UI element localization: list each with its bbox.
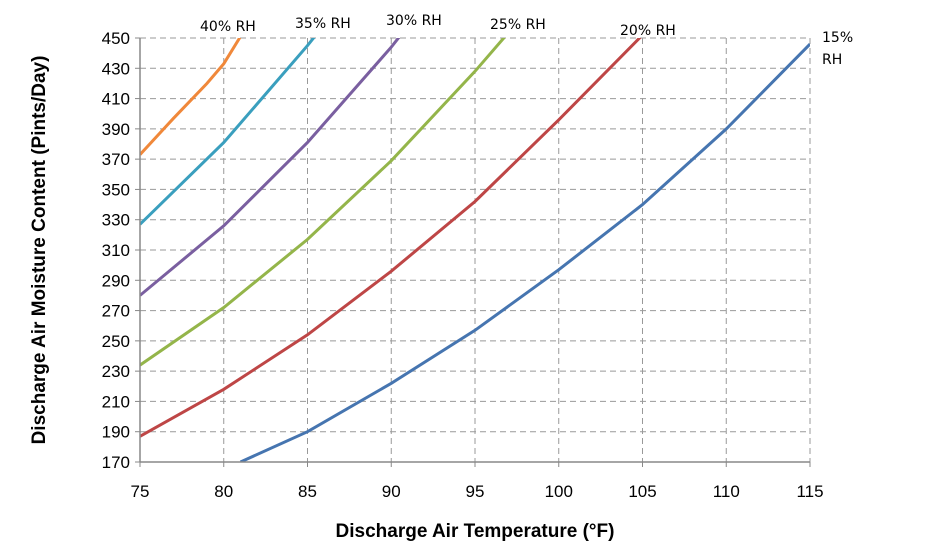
y-tick-label: 370 [102, 150, 130, 169]
x-tick-label: 115 [796, 482, 823, 501]
series-labels: 40% RH 35% RH 30% RH 25% RH 20% RH 15% RH [200, 13, 853, 68]
series-line-20-rh [140, 38, 642, 438]
series-line-15-rh [239, 43, 810, 462]
y-tick-label: 450 [102, 29, 130, 48]
series-line-25-rh [140, 38, 506, 367]
x-tick-label: 105 [628, 482, 656, 501]
y-tick-label: 230 [102, 362, 130, 381]
x-tick-label: 110 [713, 482, 740, 501]
x-tick-label: 85 [298, 482, 317, 501]
y-tick-label: 390 [102, 120, 130, 139]
x-tick-label: 100 [545, 482, 573, 501]
series-label: 30% RH [386, 13, 442, 29]
series-label: 25% RH [490, 17, 546, 33]
y-tick-label: 410 [102, 90, 130, 109]
x-tick-label: 90 [382, 482, 401, 501]
y-tick-label: 270 [102, 302, 130, 321]
y-tick-label: 330 [102, 211, 130, 230]
series-group [140, 38, 810, 462]
y-tick-label: 170 [102, 453, 130, 472]
y-axis-title: Discharge Air Moisture Content (Pints/Da… [29, 56, 50, 445]
y-tick-label: 290 [102, 271, 130, 290]
series-label: 20% RH [620, 23, 676, 39]
series-label: RH [822, 52, 842, 68]
y-tick-label: 190 [102, 423, 130, 442]
series-label: 15% [822, 30, 853, 46]
x-tick-label: 80 [214, 482, 233, 501]
y-tick-label: 430 [102, 59, 130, 78]
series-label: 35% RH [295, 16, 351, 32]
axes: 170 190 210 230 250 270 290 310 330 350 370 390 410 4… [102, 29, 824, 501]
y-tick-label: 350 [102, 180, 130, 199]
x-tick-label: 75 [131, 482, 150, 501]
grid [140, 37, 811, 463]
y-tick-label: 310 [102, 241, 130, 260]
y-tick-label: 210 [102, 392, 130, 411]
series-line-35-rh [140, 38, 316, 226]
x-axis-title: Discharge Air Temperature (°F) [336, 521, 615, 542]
series-line-40-rh [140, 38, 242, 156]
series-line-30-rh [140, 38, 401, 297]
series-label: 40% RH [200, 19, 256, 35]
x-tick-label: 95 [466, 482, 485, 501]
y-tick-label: 250 [102, 332, 130, 351]
